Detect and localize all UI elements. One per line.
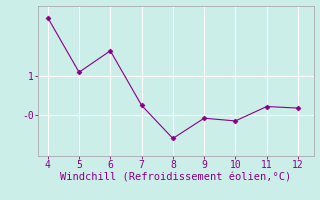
X-axis label: Windchill (Refroidissement éolien,°C): Windchill (Refroidissement éolien,°C) — [60, 173, 292, 183]
